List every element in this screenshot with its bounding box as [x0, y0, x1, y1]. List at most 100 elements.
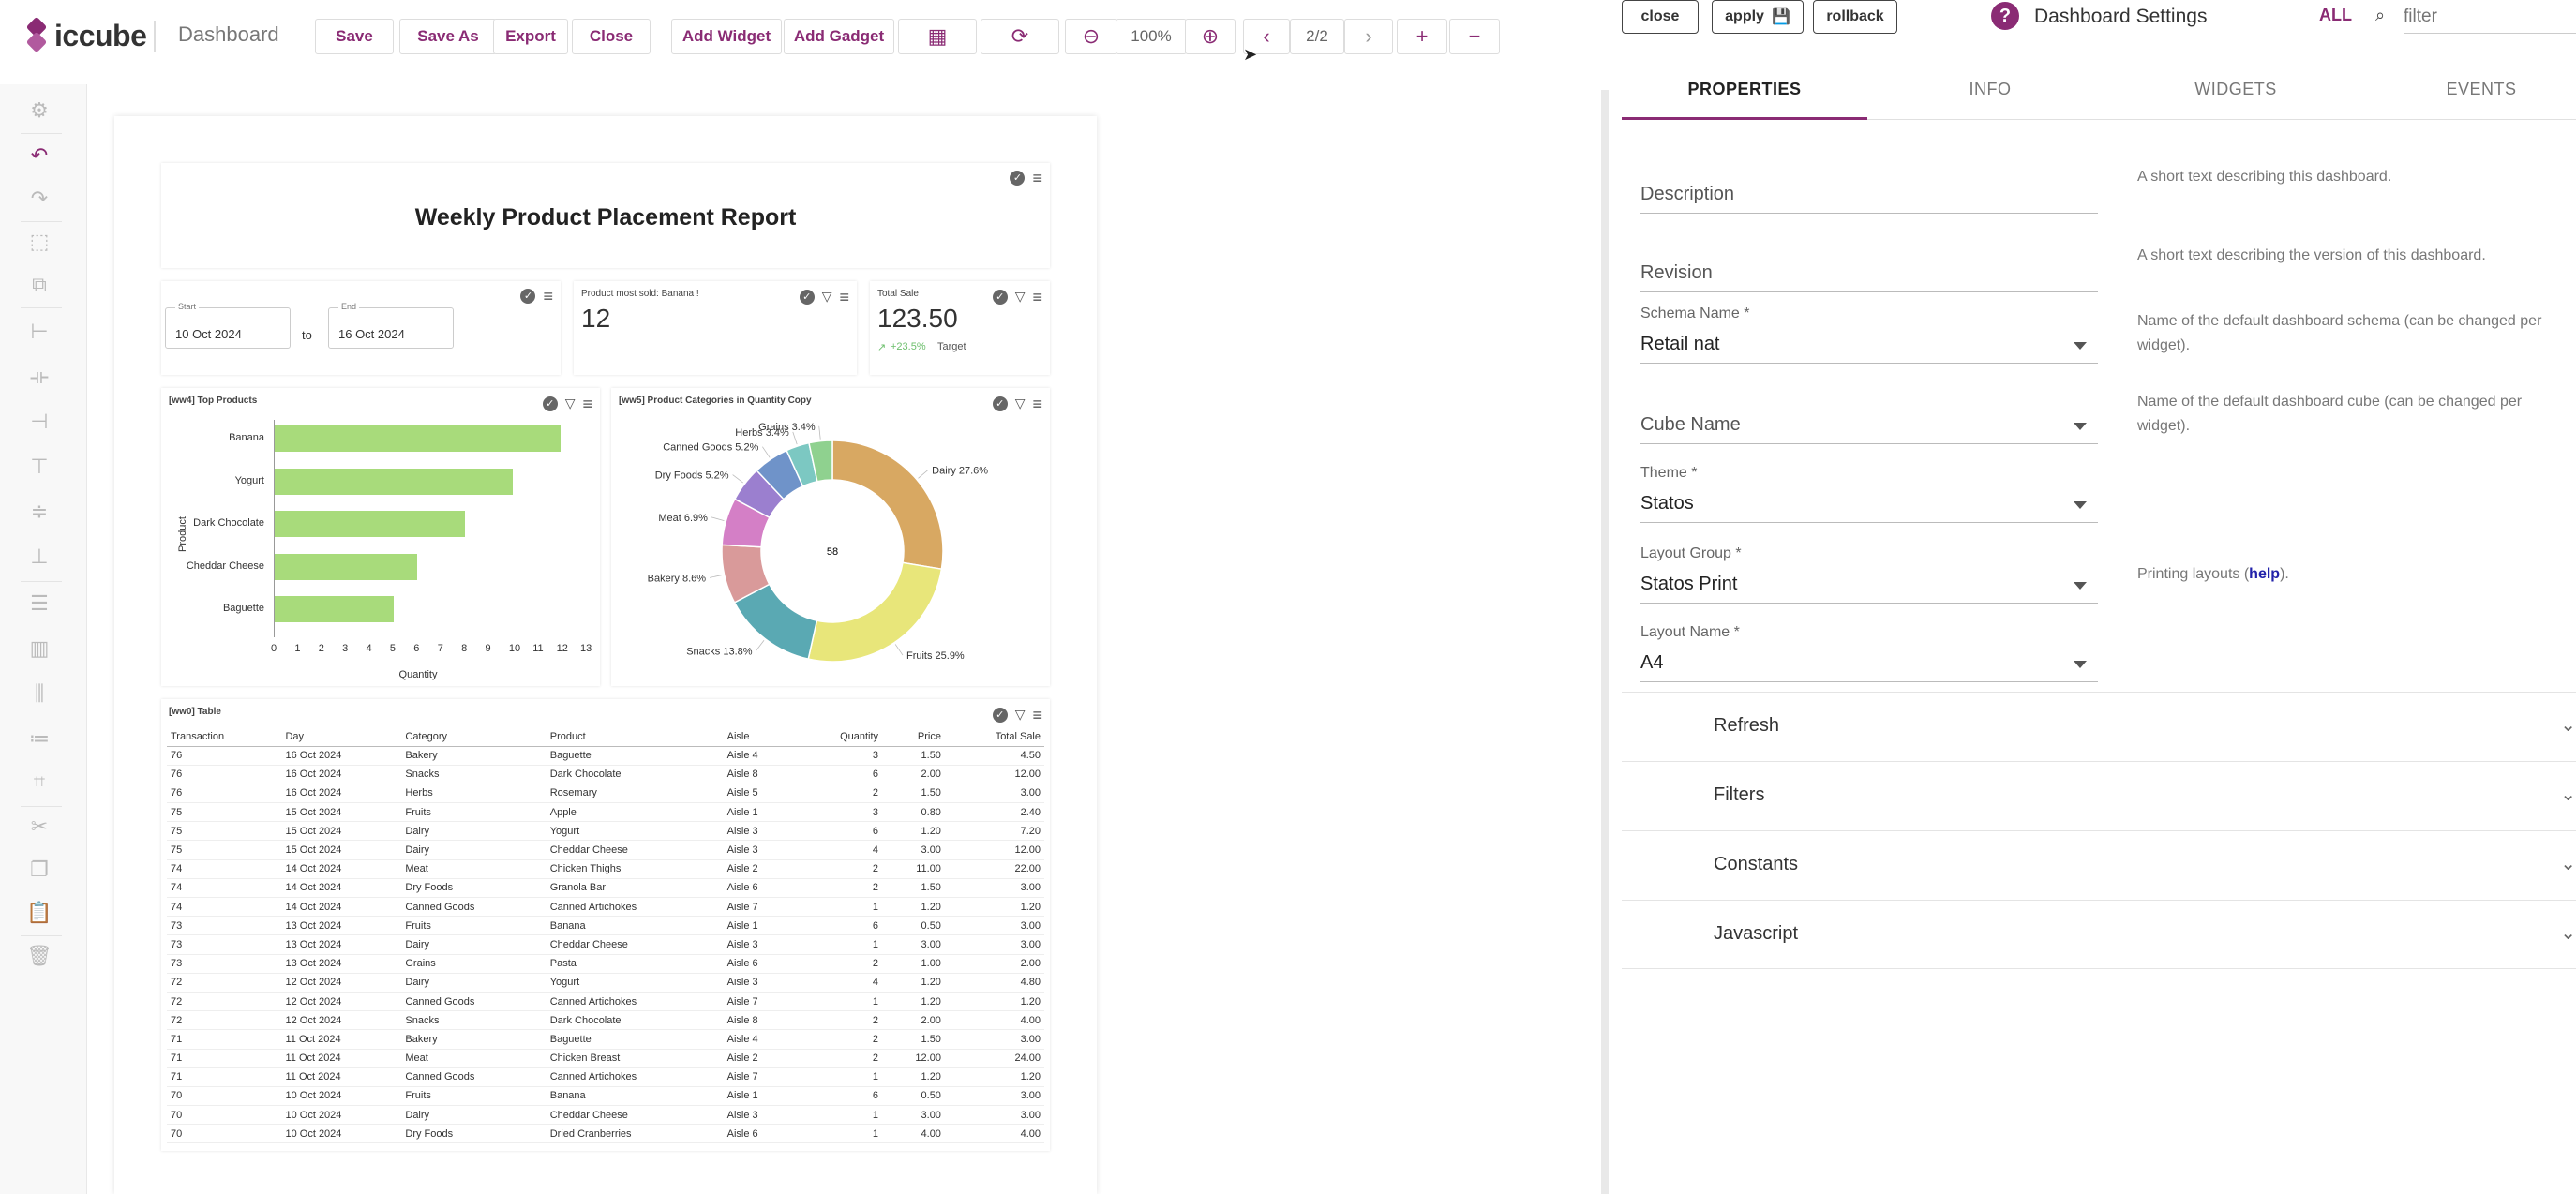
tab-properties[interactable]: PROPERTIES: [1622, 73, 1867, 120]
start-date-label: Start: [175, 302, 200, 311]
delete-icon[interactable]: 🗑: [26, 944, 52, 967]
settings-filter-input[interactable]: [2404, 0, 2576, 34]
check-icon[interactable]: ✓: [1010, 171, 1026, 186]
undo-icon[interactable]: ↶: [30, 143, 49, 167]
column-header[interactable]: Product: [546, 727, 724, 747]
bar[interactable]: [275, 596, 394, 622]
sort-columns-icon[interactable]: ⫼: [34, 681, 45, 705]
align-center-h-icon[interactable]: ⟛: [30, 365, 49, 388]
redo-icon[interactable]: ↷: [30, 187, 49, 210]
close-button[interactable]: Close: [572, 19, 651, 54]
zoom-out-icon[interactable]: ⊖: [1065, 19, 1117, 54]
cube-name-select[interactable]: Cube Name: [1640, 397, 2098, 444]
column-header[interactable]: Aisle: [723, 727, 796, 747]
bar[interactable]: [275, 425, 561, 452]
table-cell: Canned Artichokes: [546, 897, 724, 918]
donut-slice[interactable]: [808, 440, 833, 483]
layout-help-link[interactable]: help: [2249, 566, 2281, 582]
menu-icon[interactable]: ≡: [582, 394, 592, 413]
section-javascript[interactable]: Javascript ⌄: [1622, 900, 2576, 969]
filter-icon[interactable]: ▽: [1014, 396, 1026, 410]
align-top-icon[interactable]: ⊤: [30, 455, 49, 478]
column-header[interactable]: Category: [401, 727, 547, 747]
start-date-field[interactable]: Start 10 Oct 2024: [165, 302, 291, 349]
check-icon[interactable]: ✓: [992, 396, 1008, 411]
tab-info[interactable]: INFO: [1969, 80, 2012, 98]
check-icon[interactable]: ✓: [992, 289, 1008, 305]
distribute-v-icon[interactable]: ▥: [29, 636, 50, 660]
menu-icon[interactable]: ≡: [1032, 705, 1042, 724]
layout-grid-icon[interactable]: ▦: [898, 19, 977, 54]
export-button[interactable]: Export: [493, 19, 568, 54]
check-icon[interactable]: ✓: [992, 707, 1008, 723]
zoom-level[interactable]: 100%: [1116, 19, 1187, 54]
layout-group-select[interactable]: Layout Group * Statos Print: [1640, 545, 2098, 604]
sort-list-icon[interactable]: ≔: [29, 726, 50, 750]
theme-select[interactable]: Theme * Statos: [1640, 465, 2098, 523]
zoom-in-icon[interactable]: ⊕: [1185, 19, 1236, 54]
donut-slice[interactable]: [831, 440, 944, 571]
prev-page-icon[interactable]: ‹: [1243, 19, 1290, 54]
cut-icon[interactable]: ✂: [30, 814, 49, 838]
duplicate-icon[interactable]: ⧉: [32, 273, 47, 296]
column-header[interactable]: Total Sale: [944, 727, 1044, 747]
end-date-field[interactable]: End 16 Oct 2024: [328, 302, 454, 349]
description-field[interactable]: Description: [1640, 167, 2098, 214]
menu-icon[interactable]: ≡: [1032, 287, 1042, 306]
remove-page-icon[interactable]: −: [1449, 19, 1500, 54]
bar[interactable]: [275, 468, 513, 495]
layout-name-select[interactable]: Layout Name * A4: [1640, 624, 2098, 682]
align-bottom-icon[interactable]: ⊥: [30, 545, 49, 568]
align-right-icon[interactable]: ⊣: [30, 410, 49, 433]
settings-icon[interactable]: ⚙: [30, 98, 49, 122]
bar[interactable]: [275, 553, 418, 580]
select-all-icon[interactable]: ⬚: [29, 230, 50, 253]
panel-rollback-button[interactable]: rollback: [1813, 0, 1897, 34]
section-refresh[interactable]: Refresh ⌄: [1622, 692, 2576, 761]
align-left-icon[interactable]: ⊢: [30, 320, 49, 343]
save-as-button[interactable]: Save As: [399, 19, 497, 54]
add-widget-button[interactable]: Add Widget: [671, 19, 782, 54]
tab-events[interactable]: EVENTS: [2446, 80, 2517, 98]
donut-slice[interactable]: [807, 561, 943, 663]
filter-icon[interactable]: ▽: [821, 289, 832, 304]
column-header[interactable]: Price: [882, 727, 945, 747]
paste-icon[interactable]: 📋: [26, 901, 52, 924]
column-header[interactable]: Transaction: [167, 727, 282, 747]
distribute-h-icon[interactable]: ☰: [30, 591, 49, 615]
check-icon[interactable]: ✓: [799, 289, 815, 305]
filter-icon[interactable]: ▽: [1014, 707, 1026, 722]
section-filters[interactable]: Filters ⌄: [1622, 761, 2576, 830]
column-header[interactable]: Day: [281, 727, 402, 747]
tab-widgets[interactable]: WIDGETS: [2194, 80, 2277, 98]
filter-icon[interactable]: ▽: [1014, 289, 1026, 304]
save-button[interactable]: Save: [315, 19, 394, 54]
panel-splitter[interactable]: [1601, 90, 1609, 1194]
table-cell: Dairy: [401, 840, 547, 860]
panel-close-button[interactable]: close: [1622, 0, 1699, 34]
filter-icon[interactable]: ▽: [564, 396, 576, 410]
crop-icon[interactable]: ⌗: [33, 769, 46, 793]
menu-icon[interactable]: ≡: [1032, 169, 1042, 187]
check-icon[interactable]: ✓: [520, 289, 536, 304]
menu-icon[interactable]: ≡: [543, 287, 553, 306]
filter-all-toggle[interactable]: ALL: [2319, 6, 2352, 24]
next-page-icon[interactable]: ›: [1344, 19, 1393, 54]
menu-icon[interactable]: ≡: [839, 287, 849, 306]
refresh-icon[interactable]: ⟳: [981, 19, 1059, 54]
schema-name-select[interactable]: Schema Name * Retail nat: [1640, 306, 2098, 364]
align-middle-v-icon[interactable]: ≑: [30, 500, 49, 523]
revision-field[interactable]: Revision: [1640, 246, 2098, 292]
help-icon[interactable]: ?: [1991, 2, 2019, 30]
column-header[interactable]: Quantity: [795, 727, 883, 747]
menu-icon[interactable]: ≡: [1032, 394, 1042, 413]
add-page-icon[interactable]: +: [1397, 19, 1447, 54]
section-constants[interactable]: Constants ⌄: [1622, 830, 2576, 900]
panel-apply-button[interactable]: apply 💾: [1712, 0, 1804, 34]
title-widget[interactable]: ✓ ≡ Weekly Product Placement Report: [161, 163, 1050, 268]
copy-icon[interactable]: ❐: [30, 858, 49, 881]
x-tick-label: 9: [485, 642, 491, 654]
check-icon[interactable]: ✓: [542, 396, 558, 411]
add-gadget-button[interactable]: Add Gadget: [784, 19, 894, 54]
bar[interactable]: [275, 511, 466, 537]
